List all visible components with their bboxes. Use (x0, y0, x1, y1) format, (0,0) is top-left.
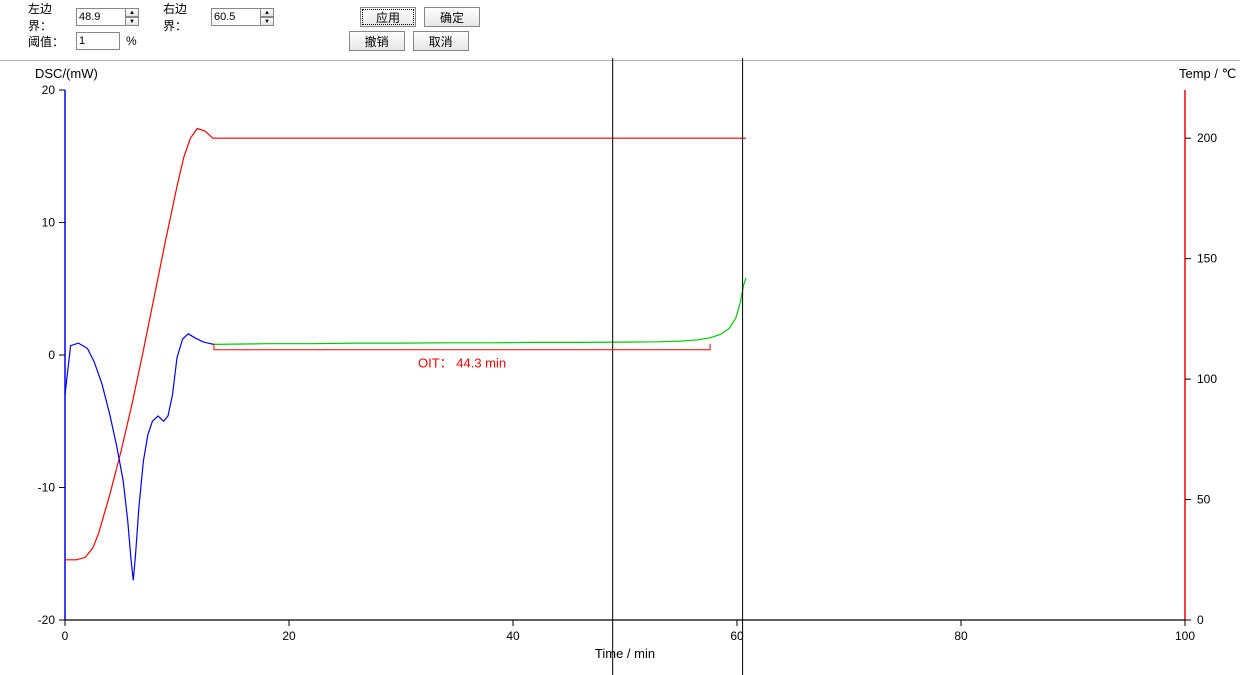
svg-text:40: 40 (506, 629, 520, 643)
svg-text:150: 150 (1197, 252, 1217, 266)
svg-text:-20: -20 (38, 613, 56, 627)
right-bound-spinner[interactable]: ▲ ▼ (211, 8, 274, 26)
threshold-unit: % (126, 34, 137, 48)
svg-text:100: 100 (1175, 629, 1195, 643)
svg-text:80: 80 (954, 629, 968, 643)
svg-text:100: 100 (1197, 372, 1217, 386)
svg-text:OIT： 44.3 min: OIT： 44.3 min (418, 356, 506, 371)
right-bound-down[interactable]: ▼ (260, 17, 274, 26)
threshold-input[interactable] (76, 32, 120, 50)
dsc-chart[interactable]: 0 20 40 60 80 100 Time / min -20 -10 0 10 20 DSC/(mW… (0, 58, 1240, 675)
svg-text:0: 0 (48, 348, 55, 362)
left-bound-input[interactable] (76, 8, 126, 26)
svg-text:20: 20 (282, 629, 296, 643)
svg-text:-10: -10 (38, 481, 56, 495)
svg-text:DSC/(mW): DSC/(mW) (35, 66, 98, 81)
left-bound-down[interactable]: ▼ (125, 17, 139, 26)
left-bound-up[interactable]: ▲ (125, 8, 139, 17)
svg-text:Time / min: Time / min (595, 646, 655, 661)
svg-text:50: 50 (1197, 493, 1211, 507)
left-bound-spinner[interactable]: ▲ ▼ (76, 8, 139, 26)
svg-text:20: 20 (42, 83, 56, 97)
parameter-toolbar: 左边界： ▲ ▼ 右边界： ▲ ▼ 应用 确定 阈值： % 撤销 取消 (0, 0, 1240, 61)
svg-text:0: 0 (1197, 613, 1204, 627)
right-bound-input[interactable] (211, 8, 261, 26)
svg-text:0: 0 (62, 629, 69, 643)
right-bound-label: 右边界： (163, 0, 207, 34)
ok-button[interactable]: 确定 (424, 7, 480, 27)
svg-text:60: 60 (730, 629, 744, 643)
svg-text:10: 10 (42, 216, 56, 230)
svg-text:200: 200 (1197, 131, 1217, 145)
left-bound-label: 左边界： (28, 0, 72, 34)
threshold-label: 阈值： (28, 33, 72, 50)
right-bound-up[interactable]: ▲ (260, 8, 274, 17)
undo-button[interactable]: 撤销 (349, 31, 405, 51)
apply-button[interactable]: 应用 (360, 7, 416, 27)
cancel-button[interactable]: 取消 (413, 31, 469, 51)
svg-text:Temp / ℃: Temp / ℃ (1179, 66, 1236, 81)
